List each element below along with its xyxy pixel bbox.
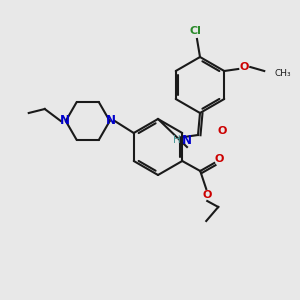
Text: O: O — [217, 126, 226, 136]
Text: N: N — [106, 115, 116, 128]
Text: H: H — [173, 135, 181, 145]
Text: Cl: Cl — [189, 26, 201, 36]
Text: O: O — [202, 190, 212, 200]
Text: O: O — [214, 154, 224, 164]
Text: N: N — [60, 115, 70, 128]
Text: O: O — [240, 62, 249, 72]
Text: N: N — [182, 134, 192, 148]
Text: CH₃: CH₃ — [274, 68, 291, 77]
